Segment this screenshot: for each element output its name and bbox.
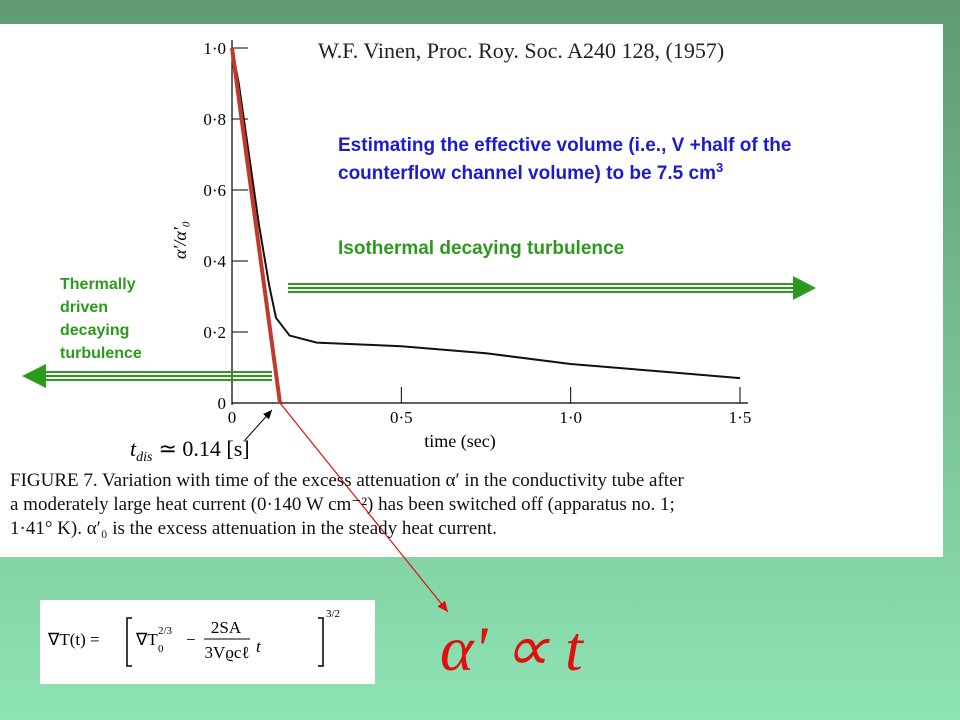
tdis-sub: dis xyxy=(136,450,153,465)
tdis-arrow xyxy=(244,409,273,441)
formula-base: ∇T xyxy=(135,630,158,649)
estimate-sup: 3 xyxy=(716,160,723,175)
thermal-label: Thermally driven decaying turbulence xyxy=(60,276,142,362)
proportional: α' ∝ t xyxy=(440,613,585,684)
citation: W.F. Vinen, Proc. Roy. Soc. A240 128, (1… xyxy=(318,38,724,63)
estimate-line: counterflow channel volume) to be 7.5 cm… xyxy=(338,160,723,184)
formula-sub: 0 xyxy=(158,643,164,655)
formula-minus: − xyxy=(186,630,196,649)
y-tick-label: 0 xyxy=(218,394,227,413)
estimate-line: Estimating the effective volume (i.e., V… xyxy=(338,135,791,156)
estimate-text: counterflow channel volume) to be 7.5 cm xyxy=(338,163,716,184)
formula-num: 2SA xyxy=(211,618,242,637)
brackets xyxy=(126,617,324,667)
y-tick-label: 1·0 xyxy=(203,39,226,58)
thermal-line: Thermally xyxy=(60,276,136,293)
formula-exp1: 2/3 xyxy=(158,625,173,637)
y-label: α′/α′₀ xyxy=(170,221,190,259)
x-tick-label: 0 xyxy=(228,408,237,427)
fit-line xyxy=(230,47,282,404)
thermal-line: decaying xyxy=(60,322,129,339)
caption-line: 1·41° K). α′₀ is the excess attenuation … xyxy=(10,518,497,539)
x-tick-label: 0·5 xyxy=(390,408,413,427)
tdis-value: ≃ 0.14 [s] xyxy=(158,436,249,461)
caption-line: FIGURE 7. Variation with time of the exc… xyxy=(10,470,685,491)
panel xyxy=(0,24,943,557)
thermal-line: driven xyxy=(60,299,108,316)
y-tick-label: 0·6 xyxy=(203,181,226,200)
y-tick-label: 0·8 xyxy=(203,110,226,129)
formula-exp2: 3/2 xyxy=(326,608,340,620)
x-label: time (sec) xyxy=(424,431,495,452)
isothermal-label: Isothermal decaying turbulence xyxy=(338,238,624,259)
caption: FIGURE 7. Variation with time of the exc… xyxy=(10,470,685,539)
thermal-line: turbulence xyxy=(60,345,142,362)
formula-t: t xyxy=(256,637,262,656)
right-arrow xyxy=(288,276,816,300)
x-tick-label: 1·5 xyxy=(729,408,752,427)
decay-curve xyxy=(231,47,741,380)
pointer-arrow xyxy=(279,402,449,613)
tdis-t: t xyxy=(130,436,137,461)
caption-line: a moderately large heat current (0·140 W… xyxy=(10,494,675,515)
y-tick-label: 0·2 xyxy=(203,323,226,342)
tdis: tdis ≃ 0.14 [s] xyxy=(130,436,250,465)
x-tick-label: 1·0 xyxy=(559,408,582,427)
y-tick-label: 0·4 xyxy=(203,252,226,271)
formula-lhs: ∇T(t) = xyxy=(47,630,100,649)
left-arrow xyxy=(22,364,272,388)
formula-box xyxy=(40,600,375,684)
formula-den: 3Vϱcℓ xyxy=(204,643,249,662)
formula: ∇T(t) = ∇T 0 2/3 − 2SA 3Vϱcℓ t 3/2 xyxy=(47,608,340,667)
plot: 0 0·2 0·4 0·6 0·8 1·0 0 0·5 1·0 1·5 α′/α′₀ time (se… xyxy=(170,39,751,452)
